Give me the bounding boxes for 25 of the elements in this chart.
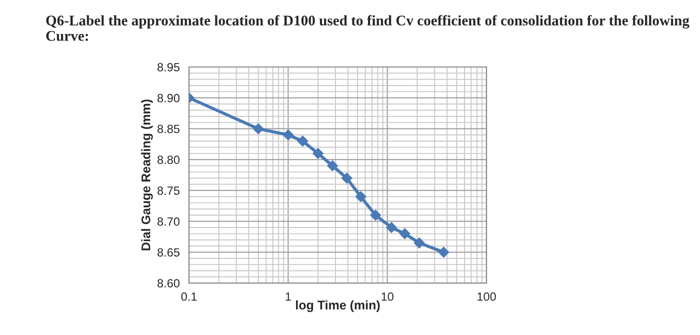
y-tick-label: 8.90 xyxy=(158,94,180,102)
x-tick-label: 1 xyxy=(286,292,291,301)
x-tick-label: 0.1 xyxy=(181,292,197,301)
y-tick-label: 8.65 xyxy=(158,248,180,257)
point xyxy=(327,160,338,172)
point xyxy=(355,191,366,202)
point xyxy=(282,129,294,140)
point xyxy=(312,148,324,159)
x-axis-title: log Time (min) xyxy=(296,300,380,312)
x-tick-label: 10 xyxy=(382,292,394,301)
y-tick-label: 8.75 xyxy=(158,186,180,195)
point xyxy=(399,228,410,240)
point xyxy=(370,210,381,221)
y-tick-label: 8.80 xyxy=(158,156,180,164)
y-tick-label: 8.85 xyxy=(158,124,180,134)
y-tick-label: 8.60 xyxy=(158,279,180,288)
x-tick-label: 100 xyxy=(478,292,496,301)
point xyxy=(414,238,425,248)
chart-title: Q6-Label the approximate location of D100 used to find Cv coefficient of consolidation for the following Curve: xyxy=(46,15,690,41)
y-axis-title: Dial Gauge Reading (mm) xyxy=(141,100,153,250)
y-tick-label: 8.95 xyxy=(158,63,180,72)
y-tick-label: 8.70 xyxy=(158,217,180,226)
point xyxy=(341,172,352,184)
point xyxy=(297,136,308,147)
point xyxy=(386,222,397,233)
